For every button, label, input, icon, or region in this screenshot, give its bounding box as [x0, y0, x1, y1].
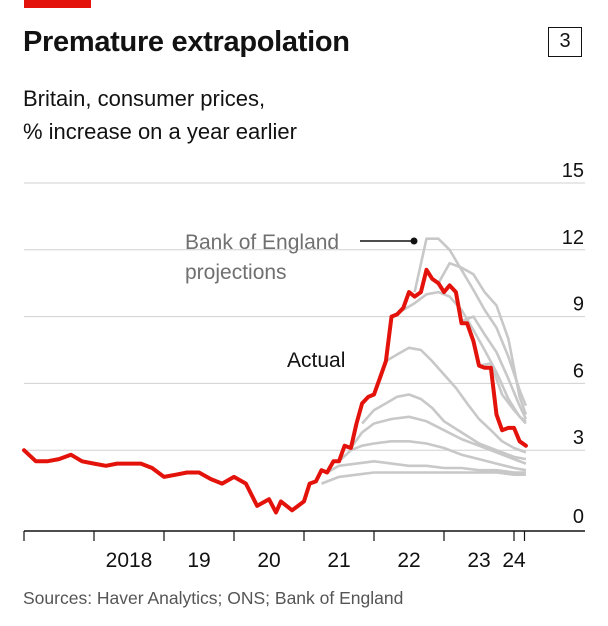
- y-tick-label: 6: [573, 360, 584, 382]
- y-tick-label: 9: [573, 294, 584, 316]
- chart-number-badge: 3: [548, 27, 582, 57]
- subtitle-line-2: % increase on a year earlier: [23, 119, 297, 144]
- projection-line: [385, 346, 527, 454]
- y-tick-label: 15: [562, 160, 584, 182]
- x-tick-label: 23: [467, 549, 490, 572]
- chart-subtitle: Britain, consumer prices, % increase on …: [23, 82, 297, 148]
- projection-line: [321, 471, 526, 485]
- x-tick-label: 22: [397, 549, 420, 572]
- actual-label: Actual: [287, 349, 345, 372]
- projection-line: [478, 362, 527, 425]
- y-tick-label: 3: [573, 427, 584, 449]
- projection-line: [326, 459, 526, 474]
- accent-bar: [24, 0, 91, 8]
- x-tick-label: 24: [502, 549, 526, 572]
- projection-line: [413, 237, 528, 407]
- y-tick-label: 12: [562, 227, 584, 249]
- x-tick-label: 21: [327, 549, 350, 572]
- source-note: Sources: Haver Analytics; ONS; Bank of E…: [23, 588, 404, 608]
- y-tick-label: 0: [573, 506, 584, 528]
- projection-line: [437, 261, 528, 416]
- projection-line: [338, 439, 527, 472]
- projection-line: [461, 315, 528, 420]
- projections-label-2: projections: [185, 261, 287, 284]
- projection-line: [361, 393, 527, 461]
- x-tick-label: 19: [187, 549, 210, 572]
- actual-line: [22, 267, 528, 515]
- projection-line: [349, 415, 527, 465]
- annotation-dot: [410, 237, 418, 245]
- x-tick-label: 20: [257, 549, 280, 572]
- subtitle-line-1: Britain, consumer prices,: [23, 86, 266, 111]
- projections-label: Bank of England: [185, 231, 339, 254]
- x-tick-label: 2018: [106, 549, 153, 572]
- chart-title: Premature extrapolation: [23, 26, 350, 58]
- projection-line: [390, 290, 527, 423]
